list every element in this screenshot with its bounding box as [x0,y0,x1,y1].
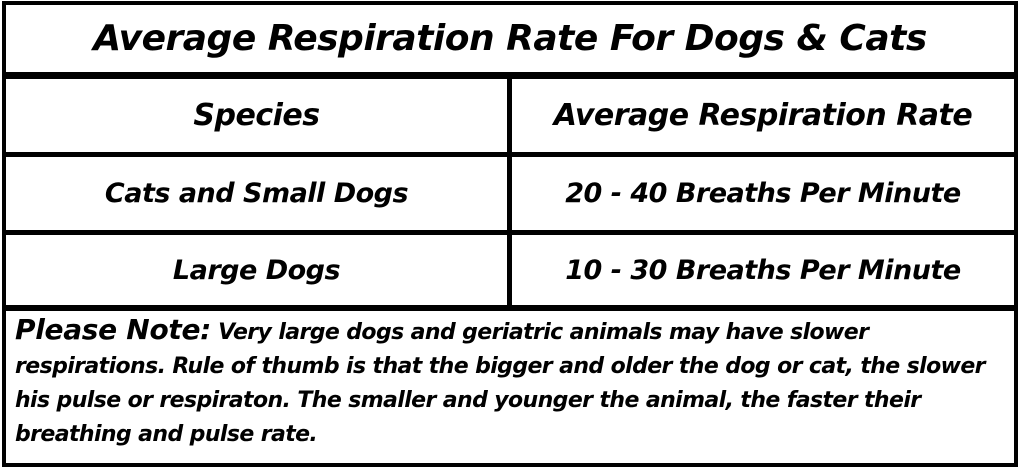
table-header-row: Species Average Respiration Rate [6,79,1014,157]
please-note-section: Please Note: Very large dogs and geriatr… [6,311,1014,463]
species-cell: Large Dogs [6,235,512,305]
table-row: Cats and Small Dogs 20 - 40 Breaths Per … [6,157,1014,235]
respiration-rate-chart: Average Respiration Rate For Dogs & Cats… [2,1,1018,467]
chart-title: Average Respiration Rate For Dogs & Cats [6,5,1014,79]
rate-cell: 10 - 30 Breaths Per Minute [565,254,961,286]
species-cell: Cats and Small Dogs [6,157,512,230]
note-text: Very large dogs and geriatric animals ma… [15,320,986,447]
respiration-table: Species Average Respiration Rate Cats an… [6,79,1014,311]
table-row: Large Dogs 10 - 30 Breaths Per Minute [6,235,1014,311]
header-species: Species [6,79,512,152]
header-average-respiration-rate: Average Respiration Rate [553,98,973,133]
note-label: Please Note: [15,313,212,346]
rate-cell: 20 - 40 Breaths Per Minute [565,178,961,209]
